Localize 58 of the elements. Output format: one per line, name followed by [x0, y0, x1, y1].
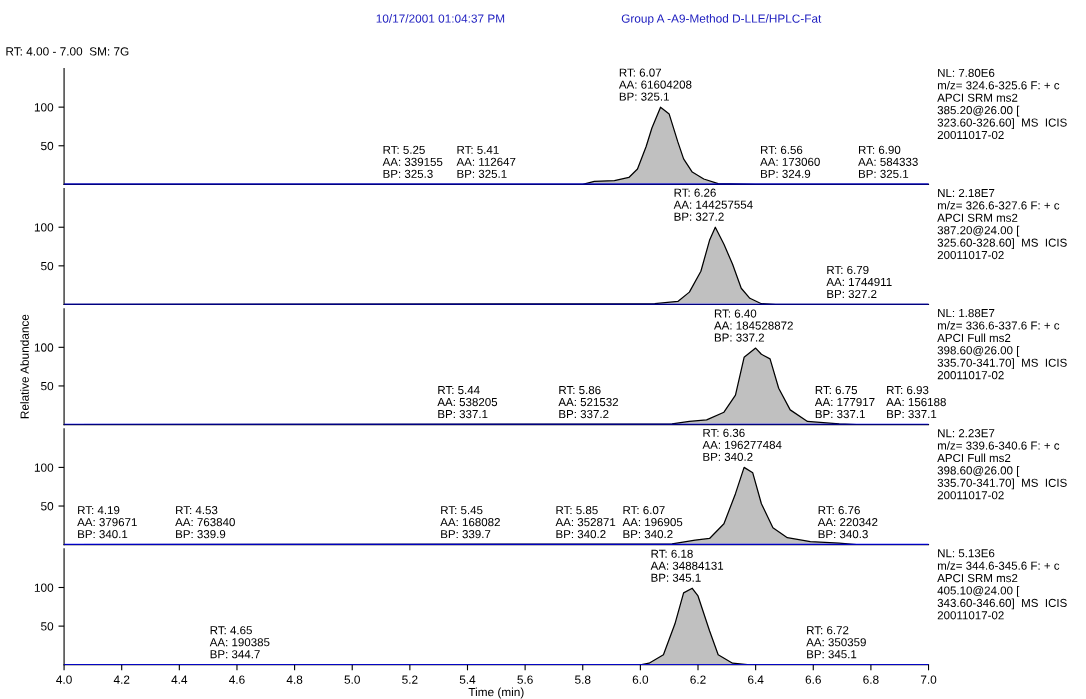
annotation: RT: 5.25 AA: 339155 BP: 325.3 — [382, 145, 443, 178]
x-tick-label: 7.0 — [920, 675, 937, 684]
annotation: RT: 6.90 AA: 584333 BP: 325.1 — [858, 145, 918, 178]
chart-title: Group A -A9-Method D-LLE/HPLC-Fat — [621, 14, 822, 26]
annotation: RT: 6.72 AA: 350359 BP: 345.1 — [806, 626, 866, 659]
x-tick-label: 4.0 — [56, 675, 72, 684]
annotation: RT: 5.85 AA: 352871 BP: 340.2 — [555, 506, 616, 539]
chart-subtitle: RT: 4.00 - 7.00 SM: 7G — [6, 47, 129, 56]
annotation: RT: 6.26 AA: 144257554 BP: 327.2 — [673, 188, 753, 221]
annotation: RT: 5.86 AA: 521532 BP: 337.2 — [558, 385, 619, 419]
text: NL: 2.18E7 m/z= 326.6-327.6 F: + c APCI SRM ms2 387.20@24.00 [ 325.60-328.60] MS ICIS 20011017-02 — [937, 188, 1067, 260]
text: NL: 5.13E6 m/z= 344.6-345.6 F: + c APCI SRM ms2 405.10@24.00 [ 343.60-346.60] MS ICIS 20011017-02 — [937, 549, 1067, 620]
annotation: RT: 4.19 AA: 379671 BP: 340.1 — [77, 506, 137, 539]
text: NL: 1.88E7 m/z= 336.6-337.6 F: + c APCI Full ms2 398.60@26.00 [ 335.70-341.70] MS ICIS 20011017-02 — [937, 308, 1067, 380]
x-tick-label: 5.6 — [517, 675, 533, 684]
x-tick-label: 6.4 — [748, 675, 764, 684]
y-tick-label: 50 — [41, 502, 54, 511]
annotation: RT: 6.75 AA: 177917 BP: 337.1 — [814, 385, 875, 419]
annotation: RT: 6.93 AA: 156188 BP: 337.1 — [886, 385, 946, 419]
y-tick-label: 100 — [34, 463, 54, 472]
annotation: RT: 6.40 AA: 184528872 BP: 337.2 — [714, 309, 793, 342]
y-tick-label: 50 — [41, 381, 54, 391]
text: 10/17/2001 01:04:37 PM — [376, 14, 505, 23]
x-tick-label: 6.8 — [863, 675, 879, 684]
x-tick-label: 6.6 — [805, 675, 821, 684]
x-tick-label: 5.4 — [459, 675, 476, 684]
x-tick-label: 4.6 — [229, 675, 245, 684]
annotation: RT: 5.44 AA: 538205 BP: 337.1 — [437, 386, 498, 419]
annotation: RT: 6.18 AA: 34884131 BP: 345.1 — [650, 549, 724, 582]
y-tick-label: 100 — [34, 223, 54, 232]
x-tick-label: 5.2 — [402, 675, 418, 684]
annotation: RT: 4.53 AA: 763840 BP: 339.9 — [175, 506, 235, 539]
y-tick-label: 50 — [41, 261, 54, 271]
annotation: RT: 4.65 AA: 190385 BP: 344.7 — [209, 626, 270, 659]
x-axis-title: Time (min) — [468, 687, 524, 699]
x-tick-label: 6.0 — [632, 675, 649, 684]
x-tick-label: 6.2 — [690, 675, 706, 684]
y-tick-label: 100 — [34, 103, 54, 112]
annotation: RT: 6.56 AA: 173060 BP: 324.9 — [760, 145, 820, 178]
x-tick-label: 4.8 — [286, 675, 303, 684]
annotation: RT: 5.45 AA: 168082 BP: 339.7 — [440, 506, 500, 539]
annotation: RT: 6.36 AA: 196277484 BP: 340.2 — [702, 428, 782, 461]
y-tick-label: 100 — [34, 343, 54, 352]
annotation: RT: 5.41 AA: 112647 BP: 325.1 — [456, 145, 516, 178]
text: NL: 7.80E6 m/z= 324.6-325.6 F: + c APCI SRM ms2 385.20@26.00 [ 323.60-326.60] MS ICIS 20011017-02 — [937, 68, 1067, 140]
x-tick-label: 5.8 — [575, 675, 591, 684]
x-tick-label: 4.2 — [113, 675, 130, 684]
annotation: RT: 6.79 AA: 1744911 BP: 327.2 — [826, 265, 892, 299]
y-axis-title: Relative Abundance — [20, 314, 29, 419]
text: NL: 2.23E7 m/z= 339.6-340.6 F: + c APCI Full ms2 398.60@26.00 [ 335.70-341.70] MS ICIS 20011017-02 — [937, 429, 1067, 500]
y-tick-label: 50 — [41, 141, 54, 151]
annotation: RT: 6.76 AA: 220342 BP: 340.3 — [817, 506, 878, 539]
x-tick-label: 4.4 — [171, 675, 188, 684]
annotation: RT: 6.07 AA: 61604208 BP: 325.1 — [618, 68, 692, 101]
annotation: RT: 6.07 AA: 196905 BP: 340.2 — [622, 506, 683, 539]
x-tick-label: 5.0 — [344, 675, 360, 684]
y-tick-label: 50 — [41, 622, 54, 631]
y-tick-label: 100 — [34, 583, 54, 592]
